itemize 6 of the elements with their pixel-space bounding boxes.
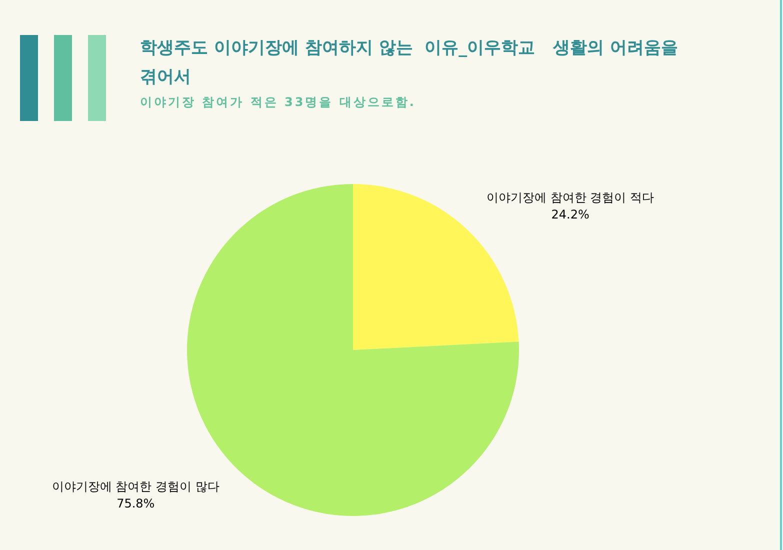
data-label: 75.8%: [116, 496, 155, 510]
chart-title: 학생주도 이야기장에 참여하지 않는 이유_이우학교 생활의 어려움을 겪어서: [140, 37, 679, 89]
data-label: 24.2%: [551, 208, 590, 222]
slice-label: 이야기장에 참여한 경험이 많다: [52, 479, 220, 494]
slice-label: 이야기장에 참여한 경험이 적다: [486, 190, 654, 205]
chart-subtitle: 이야기장 참여가 적은 33명을 대상으로함.: [140, 94, 416, 111]
